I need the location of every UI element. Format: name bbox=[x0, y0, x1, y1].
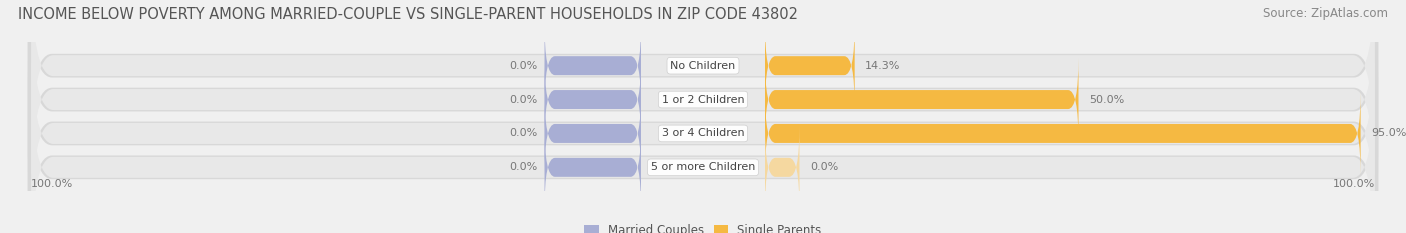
Text: 0.0%: 0.0% bbox=[810, 162, 838, 172]
FancyBboxPatch shape bbox=[765, 92, 1361, 175]
FancyBboxPatch shape bbox=[31, 69, 1375, 233]
Text: 100.0%: 100.0% bbox=[31, 179, 73, 189]
FancyBboxPatch shape bbox=[31, 2, 1375, 198]
FancyBboxPatch shape bbox=[544, 92, 641, 175]
FancyBboxPatch shape bbox=[31, 35, 1375, 231]
Text: 14.3%: 14.3% bbox=[865, 61, 900, 71]
FancyBboxPatch shape bbox=[28, 61, 1378, 233]
FancyBboxPatch shape bbox=[28, 0, 1378, 172]
FancyBboxPatch shape bbox=[765, 24, 855, 107]
FancyBboxPatch shape bbox=[31, 0, 1375, 164]
FancyBboxPatch shape bbox=[544, 58, 641, 141]
Text: 0.0%: 0.0% bbox=[509, 128, 537, 138]
Text: 100.0%: 100.0% bbox=[1333, 179, 1375, 189]
FancyBboxPatch shape bbox=[28, 27, 1378, 233]
FancyBboxPatch shape bbox=[765, 126, 800, 209]
Text: 95.0%: 95.0% bbox=[1371, 128, 1406, 138]
FancyBboxPatch shape bbox=[544, 24, 641, 107]
Text: 50.0%: 50.0% bbox=[1088, 95, 1123, 105]
Text: No Children: No Children bbox=[671, 61, 735, 71]
Text: 0.0%: 0.0% bbox=[509, 162, 537, 172]
Text: 1 or 2 Children: 1 or 2 Children bbox=[662, 95, 744, 105]
Text: 0.0%: 0.0% bbox=[509, 95, 537, 105]
Text: 5 or more Children: 5 or more Children bbox=[651, 162, 755, 172]
Text: Source: ZipAtlas.com: Source: ZipAtlas.com bbox=[1263, 7, 1388, 20]
Text: INCOME BELOW POVERTY AMONG MARRIED-COUPLE VS SINGLE-PARENT HOUSEHOLDS IN ZIP COD: INCOME BELOW POVERTY AMONG MARRIED-COUPL… bbox=[18, 7, 799, 22]
FancyBboxPatch shape bbox=[28, 0, 1378, 206]
Legend: Married Couples, Single Parents: Married Couples, Single Parents bbox=[585, 224, 821, 233]
Text: 0.0%: 0.0% bbox=[509, 61, 537, 71]
FancyBboxPatch shape bbox=[765, 58, 1078, 141]
FancyBboxPatch shape bbox=[544, 126, 641, 209]
Text: 3 or 4 Children: 3 or 4 Children bbox=[662, 128, 744, 138]
